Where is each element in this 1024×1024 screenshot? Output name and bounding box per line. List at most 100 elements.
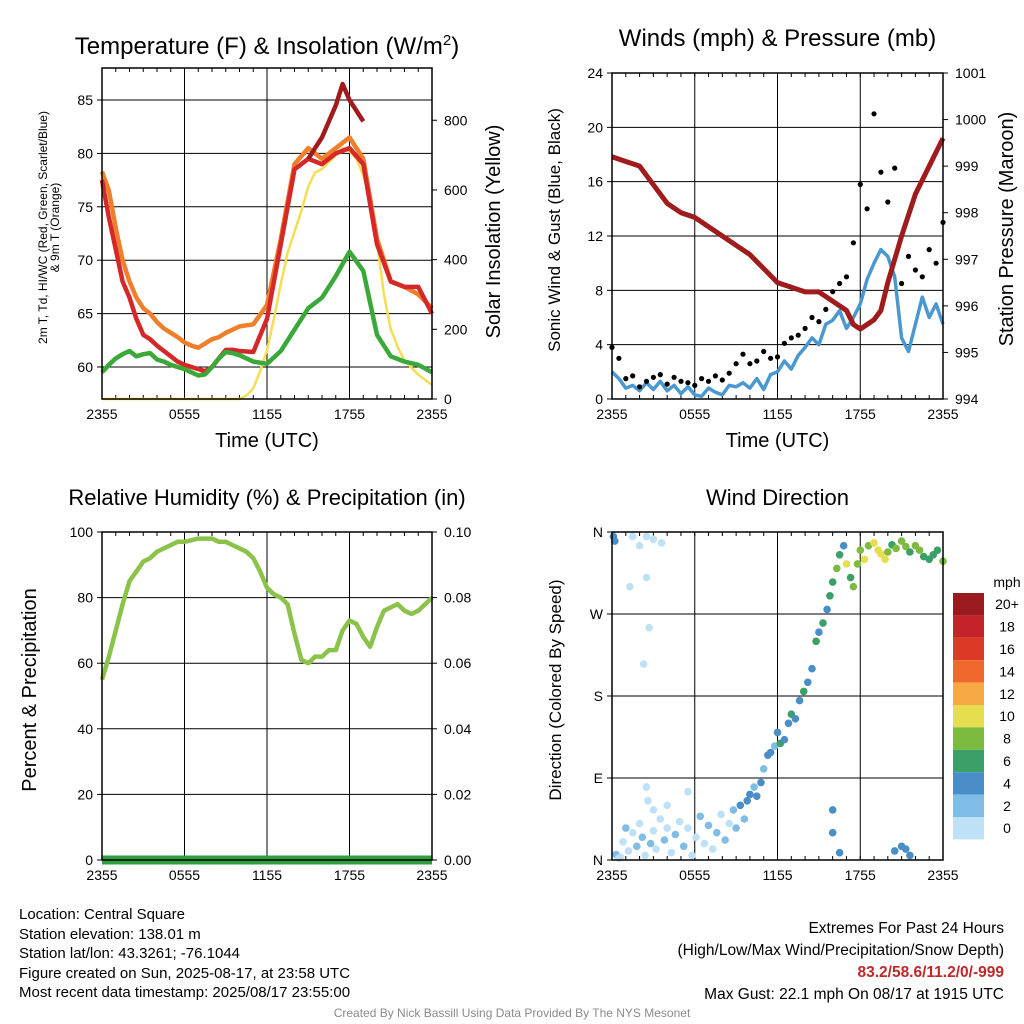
direction-point [740,815,749,823]
direction-point [828,578,837,586]
colorbar-unit-label: mph [993,574,1020,590]
y-tick-label: 20 [587,119,603,135]
direction-point [892,544,900,553]
y-tick-label: N [593,852,603,868]
y2-axis-label: Solar Insolation (Yellow) [483,125,505,339]
x-tick-label: 1155 [252,406,282,422]
colorbar-cell [953,772,984,795]
series-line [100,249,434,378]
gust-point [650,374,657,380]
gust-point [843,274,850,280]
direction-point [639,660,648,668]
y-tick-label: E [594,770,603,786]
y2-tick-label: 999 [955,158,979,174]
gust-point [905,253,912,259]
humidity-line [99,536,434,681]
direction-point [622,824,630,832]
direction-point [906,851,914,860]
direction-point [652,845,660,853]
y-tick-label: 12 [587,228,603,244]
direction-point [890,847,899,855]
direction-point [870,539,878,547]
gust-point [754,358,760,364]
direction-point [902,542,910,551]
x-tick-label: 1755 [845,406,876,422]
gust-point [623,376,629,382]
direction-point [842,560,851,568]
x-tick-label: 2355 [596,406,627,422]
colorbar-cell [953,615,984,638]
direction-point [826,592,834,600]
direction-point [635,541,644,550]
y-tick-label: 85 [77,92,93,108]
gust-point [712,373,719,379]
y2-tick-label: 997 [955,251,979,267]
y-tick-label: 0 [85,852,93,868]
x-tick-label: 1755 [334,867,365,883]
direction-point [835,848,844,857]
x-axis-label: Time (UTC) [215,430,319,452]
recent-data-text: Most recent data timestamp: 2025/08/17 2… [19,984,351,1001]
gust-point [912,267,919,273]
direction-point [906,548,914,556]
max-gust-text: Max Gust: 22.1 mph On 08/17 at 1915 UTC [704,986,1004,1003]
extremes-values: 83.2/58.6/11.2/0/-999 [857,964,1004,981]
direction-point [784,719,793,728]
gust-point [685,380,691,386]
gust-point [802,325,808,331]
x-tick-label: 1155 [252,867,282,883]
direction-point [835,551,844,559]
direction-point [628,532,637,541]
direction-point [645,623,653,632]
direction-point [628,828,637,837]
gust-point [747,361,753,367]
y2-tick-label: 995 [955,344,979,360]
direction-point [860,555,869,564]
colorbar-label: 20+ [995,596,1019,612]
direction-point [881,555,889,564]
station-info: Location: Central Square Station elevati… [19,905,350,1003]
direction-point [856,546,865,554]
gust-point [699,376,705,382]
gust-point [726,370,732,376]
y2-tick-label: 1000 [955,112,986,128]
gust-point [885,199,891,205]
latlon-text: Station lat/lon: 43.3261; -76.1044 [19,945,241,962]
direction-point [635,819,644,828]
direction-point [795,696,804,705]
humidity-precipitation-panel: 2355 0555 1155 1755 23550204060801000.000.02… [19,485,471,883]
y2-tick-label: 600 [444,182,468,198]
gust-point [878,169,884,175]
gust-point [692,382,698,388]
direction-point [646,839,655,848]
y2-tick-label: 800 [444,112,468,128]
direction-point [725,819,733,828]
direction-point [649,535,658,544]
colorbar-cell [953,682,984,705]
x-tick-label: 2355 [416,867,447,883]
direction-point [849,582,858,591]
direction-point [732,824,740,832]
colorbar-label: 8 [1003,731,1011,747]
created-text: Figure created on Sun, 2025-08-17, at 23… [19,964,351,982]
chart-title: Relative Humidity (%) & Precipitation (i… [68,485,465,510]
credit-line: Created By Nick Bassill Using Data Provi… [333,1006,691,1020]
gust-point [740,351,746,357]
direction-point [823,605,831,614]
extremes-title: Extremes For Past 24 Hours [808,920,1004,937]
plot-border [611,531,944,861]
y-tick-label: 70 [77,252,93,268]
y2-tick-label: 0.10 [444,524,471,540]
direction-point [853,560,862,568]
chart-title: Temperature (F) & Insolation (W/m2) [75,32,459,60]
direction-point [615,854,623,862]
gust-point [926,247,932,253]
gust-point [643,378,650,384]
direction-point [833,564,841,573]
gust-point [788,335,794,341]
gust-point [871,111,877,117]
direction-point [642,532,651,541]
extremes-info: Extremes For Past 24 Hours (High/Low/Max… [678,918,1005,1006]
